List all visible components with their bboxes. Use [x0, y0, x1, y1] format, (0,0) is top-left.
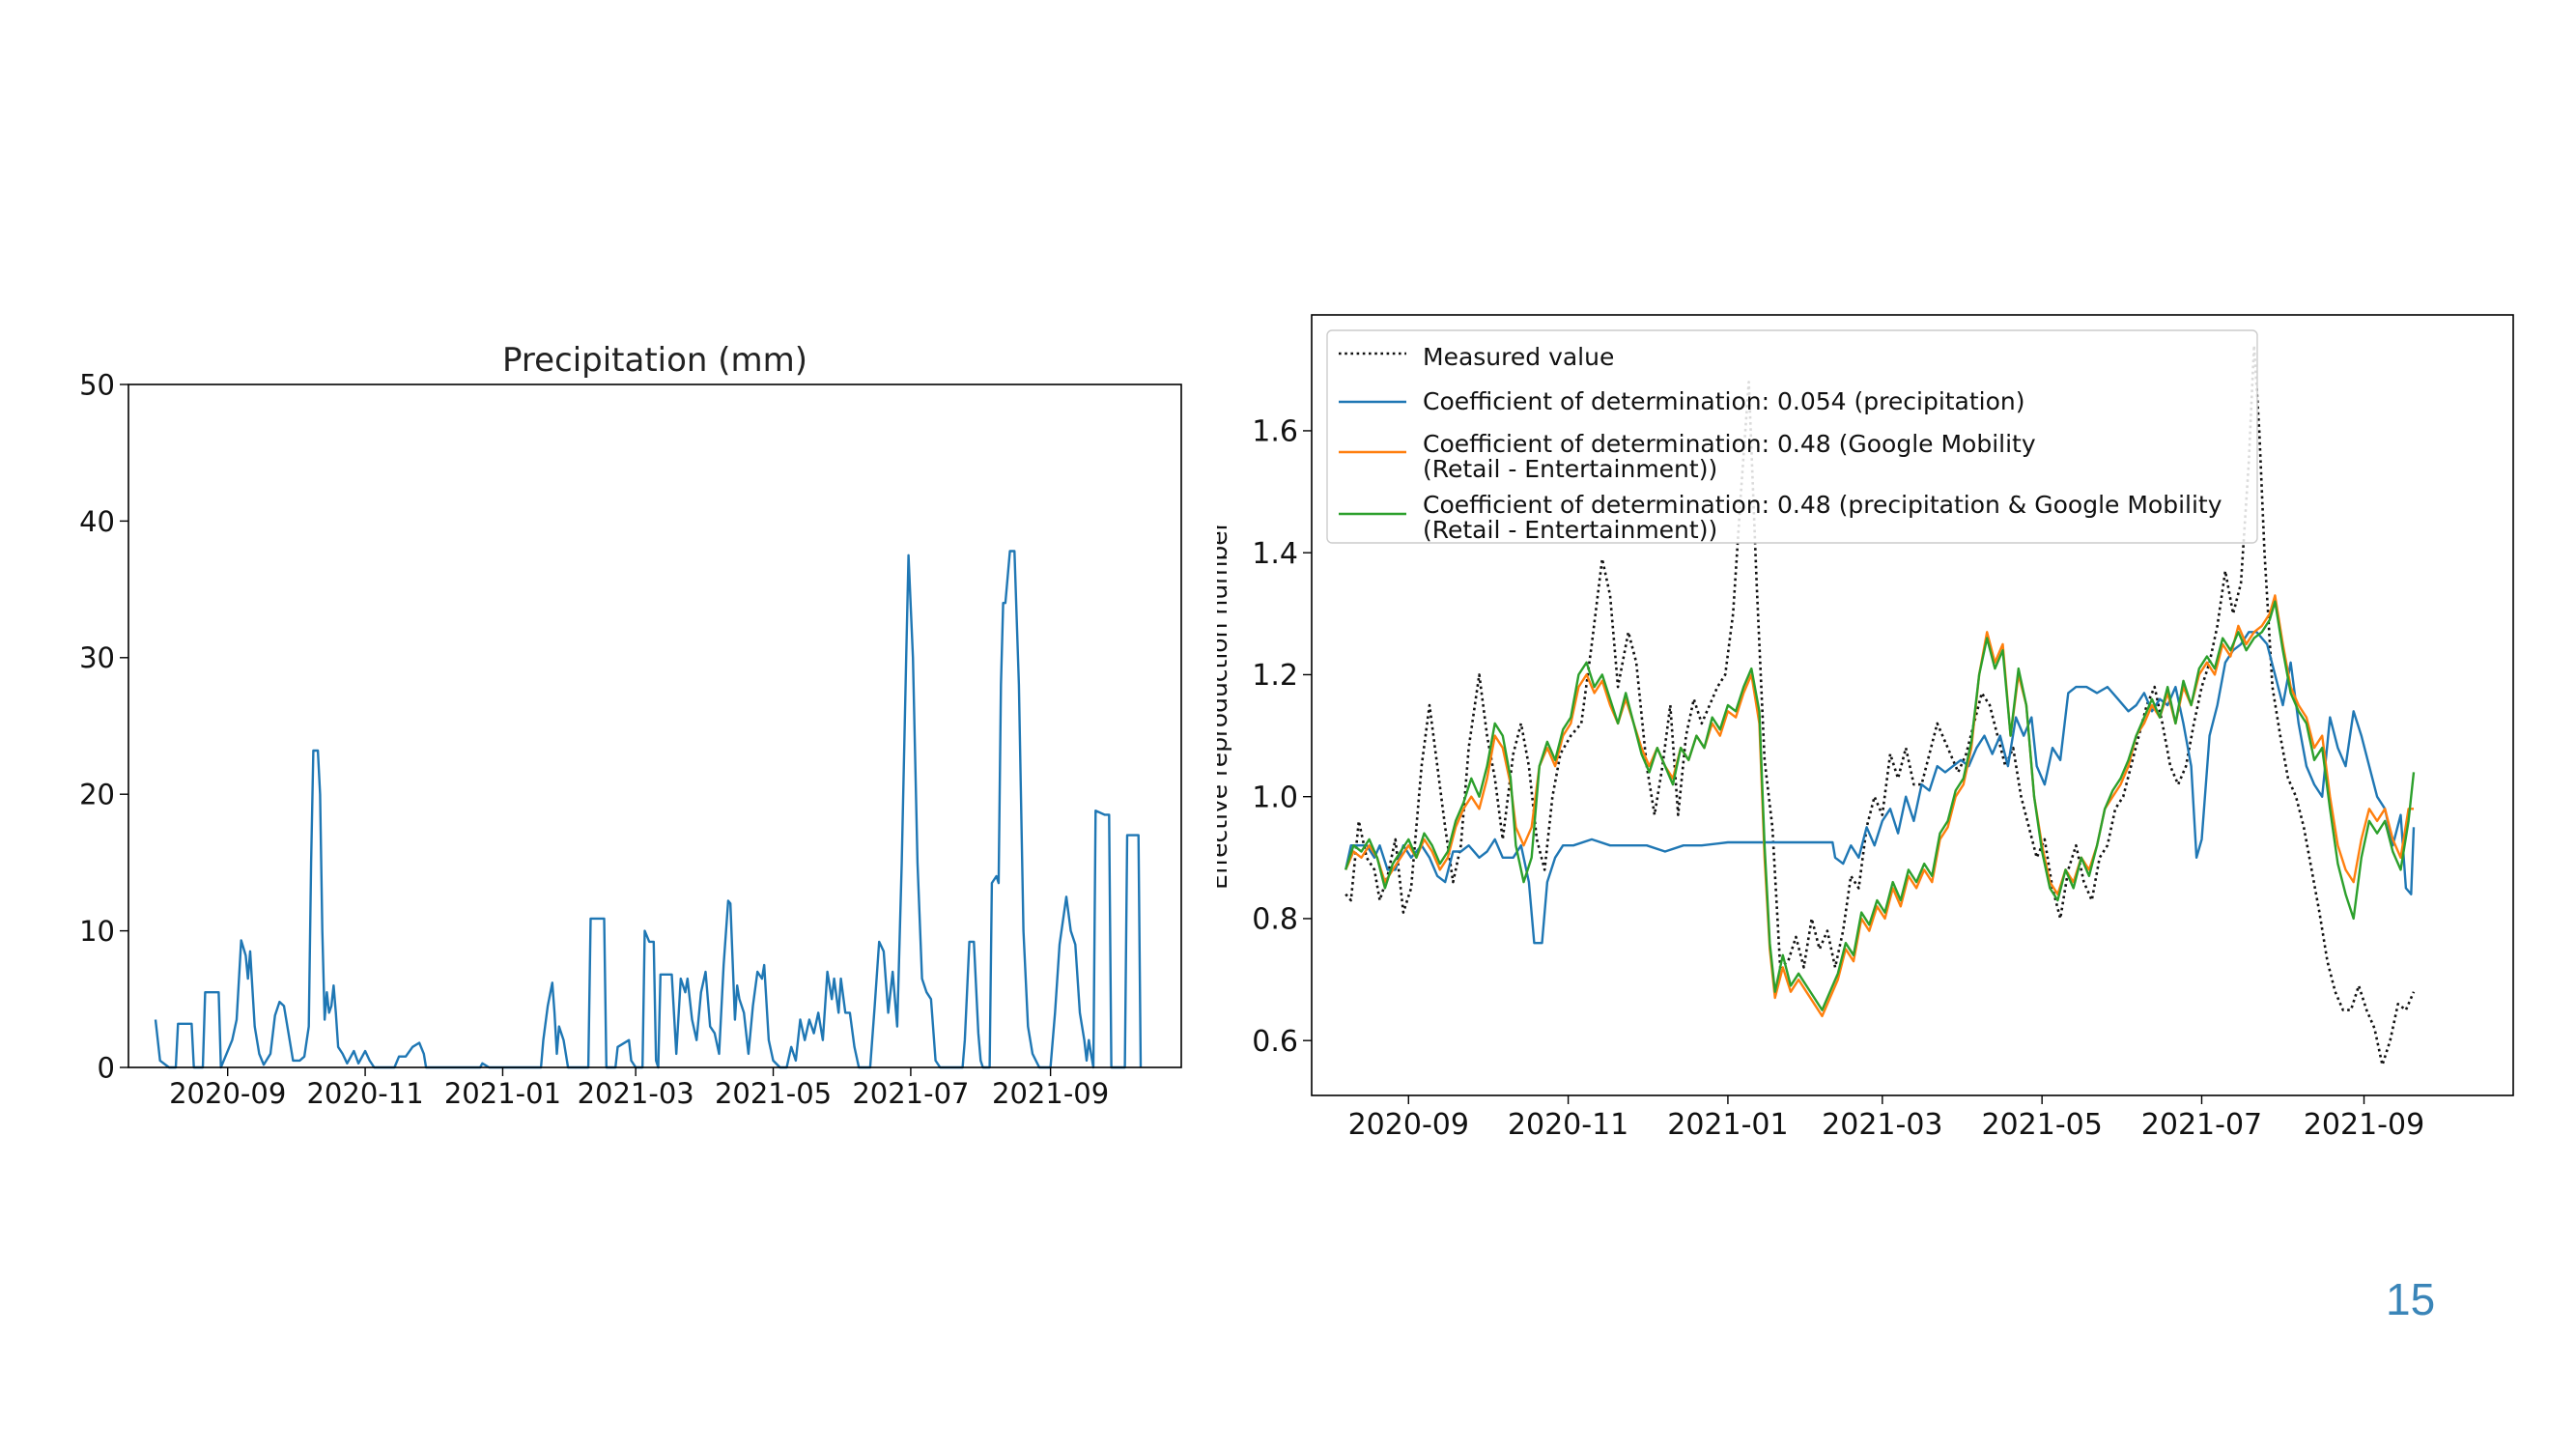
- y-tick-label: 1.4: [1252, 537, 1298, 571]
- legend-label: Coefficient of determination: 0.054 (pre…: [1423, 387, 2025, 415]
- x-tick-label: 2021-01: [444, 1077, 561, 1110]
- chart-title: Precipitation (mm): [502, 341, 807, 380]
- series-line-2: [1345, 631, 2416, 945]
- x-tick-label: 2021-07: [852, 1077, 969, 1110]
- y-tick-label: 1.0: [1252, 781, 1298, 814]
- x-tick-label: 2021-05: [1981, 1108, 2102, 1142]
- series-line-3: [1345, 594, 2414, 1018]
- y-tick-label: 0: [98, 1051, 115, 1084]
- y-tick-label: 50: [79, 368, 115, 401]
- y-tick-label: 1.2: [1252, 659, 1298, 693]
- plot-frame: [1311, 314, 2514, 1096]
- series-line-1: [154, 550, 1143, 1069]
- x-tick-label: 2021-01: [1667, 1108, 1788, 1142]
- x-tick-label: 2021-09: [992, 1077, 1109, 1110]
- y-tick-label: 10: [79, 915, 115, 948]
- x-tick-label: 2021-03: [1822, 1108, 1942, 1142]
- y-tick-label: 30: [79, 641, 115, 674]
- legend-label: (Retail - Entertainment)): [1423, 455, 1717, 483]
- y-tick-label: 20: [79, 779, 115, 811]
- legend-box: [1326, 329, 2258, 544]
- x-tick-label: 2021-03: [578, 1077, 694, 1110]
- x-tick-label: 2021-09: [2304, 1108, 2424, 1142]
- x-tick-label: 2021-05: [715, 1077, 832, 1110]
- page-number: 15: [2386, 1274, 2436, 1324]
- y-tick-label: 0.8: [1252, 903, 1298, 937]
- legend-label: Coefficient of determination: 0.48 (Goog…: [1423, 430, 2036, 458]
- reproduction-number-chart: 2020-09 2020-11 2021-01 2021-03 2021-05 2021-…: [1217, 314, 2514, 1142]
- legend-label: (Retail - Entertainment)): [1423, 516, 1717, 544]
- precipitation-chart: 2020-09 2020-11 2021-01 2021-03 2021-05 2021-…: [79, 341, 1182, 1110]
- x-tick-label: 2020-11: [306, 1077, 423, 1110]
- x-tick-label: 2021-07: [2141, 1108, 2262, 1142]
- y-axis-label: Effective reproduction number: [1217, 520, 1232, 890]
- legend-label: Measured value: [1423, 343, 1614, 371]
- plot-frame: [127, 384, 1182, 1068]
- x-tick-label: 2020-11: [1508, 1108, 1628, 1142]
- series-line-4: [1345, 600, 2416, 1011]
- legend: Measured value Coefficient of determinati…: [1326, 329, 2258, 544]
- legend-label: Coefficient of determination: 0.48 (prec…: [1423, 491, 2222, 519]
- y-tick-label: 1.6: [1252, 415, 1298, 449]
- x-tick-label: 2020-09: [169, 1077, 286, 1110]
- y-tick-label: 40: [79, 505, 115, 538]
- y-tick-label: 0.6: [1252, 1025, 1298, 1059]
- x-tick-label: 2020-09: [1348, 1108, 1469, 1142]
